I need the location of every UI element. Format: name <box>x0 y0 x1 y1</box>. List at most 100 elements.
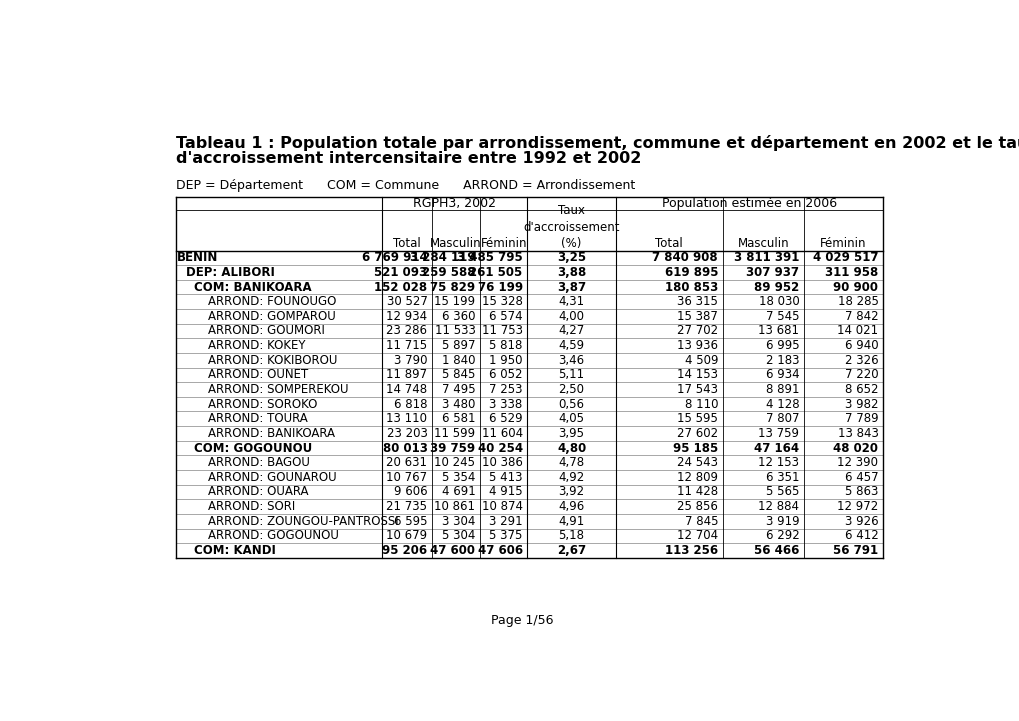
Text: 6 940: 6 940 <box>844 339 877 352</box>
Text: Total: Total <box>392 237 421 250</box>
Text: 3 790: 3 790 <box>393 354 427 367</box>
Text: 13 843: 13 843 <box>837 427 877 440</box>
Text: 36 315: 36 315 <box>677 295 717 309</box>
Text: 10 861: 10 861 <box>434 500 475 513</box>
Text: 8 891: 8 891 <box>765 383 799 396</box>
Text: 4 915: 4 915 <box>489 485 522 498</box>
Text: 11 533: 11 533 <box>434 324 475 337</box>
Text: 23 203: 23 203 <box>386 427 427 440</box>
Text: 14 748: 14 748 <box>386 383 427 396</box>
Text: 5,11: 5,11 <box>558 368 584 381</box>
Text: 10 679: 10 679 <box>386 529 427 542</box>
Text: 3 284 119: 3 284 119 <box>410 252 475 265</box>
Text: 6 412: 6 412 <box>844 529 877 542</box>
Text: Population estimée en 2006: Population estimée en 2006 <box>661 197 837 210</box>
Text: COM: KANDI: COM: KANDI <box>194 544 276 557</box>
Text: 18 030: 18 030 <box>758 295 799 309</box>
Text: RGPH3, 2002: RGPH3, 2002 <box>413 197 495 210</box>
Text: 5 863: 5 863 <box>845 485 877 498</box>
Text: 39 759: 39 759 <box>430 441 475 454</box>
Text: 7 845: 7 845 <box>684 515 717 528</box>
Text: 15 387: 15 387 <box>677 310 717 323</box>
Text: 12 390: 12 390 <box>837 456 877 469</box>
Text: 6 457: 6 457 <box>844 471 877 484</box>
Text: 14 153: 14 153 <box>677 368 717 381</box>
Text: 8 652: 8 652 <box>844 383 877 396</box>
Text: 3 485 795: 3 485 795 <box>457 252 522 265</box>
Text: Masculin: Masculin <box>737 237 789 250</box>
Text: 3 811 391: 3 811 391 <box>734 252 799 265</box>
Text: 5 565: 5 565 <box>765 485 799 498</box>
Text: 7 789: 7 789 <box>844 412 877 425</box>
Text: 3,88: 3,88 <box>556 266 586 279</box>
Text: ARROND: GOMPAROU: ARROND: GOMPAROU <box>208 310 335 323</box>
Text: 11 604: 11 604 <box>481 427 522 440</box>
Text: 6 351: 6 351 <box>765 471 799 484</box>
Text: 3,87: 3,87 <box>556 280 586 293</box>
Text: 4 029 517: 4 029 517 <box>812 252 877 265</box>
Text: 25 856: 25 856 <box>677 500 717 513</box>
Text: ARROND: BANIKOARA: ARROND: BANIKOARA <box>208 427 335 440</box>
Text: 4,31: 4,31 <box>558 295 584 309</box>
Text: 5 375: 5 375 <box>489 529 522 542</box>
Text: BENIN: BENIN <box>177 252 218 265</box>
Text: 11 715: 11 715 <box>386 339 427 352</box>
Text: ARROND: GOGOUNOU: ARROND: GOGOUNOU <box>208 529 338 542</box>
Text: 5 413: 5 413 <box>489 471 522 484</box>
Text: 56 466: 56 466 <box>753 544 799 557</box>
Text: 47 600: 47 600 <box>430 544 475 557</box>
Text: 4,80: 4,80 <box>556 441 586 454</box>
Text: 12 809: 12 809 <box>677 471 717 484</box>
Text: 10 386: 10 386 <box>481 456 522 469</box>
Text: ARROND: KOKEY: ARROND: KOKEY <box>208 339 306 352</box>
Text: 619 895: 619 895 <box>664 266 717 279</box>
Text: ARROND: KOKIBOROU: ARROND: KOKIBOROU <box>208 354 337 367</box>
Text: ARROND: GOUNAROU: ARROND: GOUNAROU <box>208 471 336 484</box>
Text: 5,18: 5,18 <box>558 529 584 542</box>
Text: 95 206: 95 206 <box>382 544 427 557</box>
Text: 75 829: 75 829 <box>430 280 475 293</box>
Text: 11 897: 11 897 <box>386 368 427 381</box>
Text: ARROND: SOMPEREKOU: ARROND: SOMPEREKOU <box>208 383 348 396</box>
Text: 9 606: 9 606 <box>393 485 427 498</box>
Text: 6 818: 6 818 <box>393 398 427 411</box>
Text: 11 428: 11 428 <box>677 485 717 498</box>
Text: Féminin: Féminin <box>819 237 866 250</box>
Text: 5 354: 5 354 <box>441 471 475 484</box>
Text: 521 093: 521 093 <box>374 266 427 279</box>
Text: 12 153: 12 153 <box>758 456 799 469</box>
Text: ARROND: OUNET: ARROND: OUNET <box>208 368 308 381</box>
Text: 23 286: 23 286 <box>386 324 427 337</box>
Text: 5 818: 5 818 <box>489 339 522 352</box>
Text: 13 110: 13 110 <box>386 412 427 425</box>
Text: 6 292: 6 292 <box>765 529 799 542</box>
Text: 90 900: 90 900 <box>833 280 877 293</box>
Text: 30 527: 30 527 <box>386 295 427 309</box>
Text: 80 013: 80 013 <box>382 441 427 454</box>
Text: 6 581: 6 581 <box>441 412 475 425</box>
Text: 261 505: 261 505 <box>469 266 522 279</box>
Text: 3 338: 3 338 <box>489 398 522 411</box>
Text: 113 256: 113 256 <box>664 544 717 557</box>
Text: 2 183: 2 183 <box>765 354 799 367</box>
Text: 15 199: 15 199 <box>434 295 475 309</box>
Text: 18 285: 18 285 <box>837 295 877 309</box>
Text: 8 110: 8 110 <box>684 398 717 411</box>
Text: 95 185: 95 185 <box>673 441 717 454</box>
Text: 3 480: 3 480 <box>441 398 475 411</box>
Text: 0,56: 0,56 <box>558 398 584 411</box>
Text: COM: BANIKOARA: COM: BANIKOARA <box>194 280 312 293</box>
Text: 13 681: 13 681 <box>758 324 799 337</box>
Text: Total: Total <box>655 237 683 250</box>
Text: DEP = Département      COM = Commune      ARROND = Arrondissement: DEP = Département COM = Commune ARROND =… <box>175 180 634 193</box>
Text: 48 020: 48 020 <box>833 441 877 454</box>
Text: 14 021: 14 021 <box>837 324 877 337</box>
Text: 7 495: 7 495 <box>441 383 475 396</box>
Text: 12 704: 12 704 <box>677 529 717 542</box>
Text: 12 884: 12 884 <box>758 500 799 513</box>
Text: 47 606: 47 606 <box>477 544 522 557</box>
Text: 152 028: 152 028 <box>374 280 427 293</box>
Text: 4 691: 4 691 <box>441 485 475 498</box>
Text: 27 702: 27 702 <box>677 324 717 337</box>
Text: ARROND: BAGOU: ARROND: BAGOU <box>208 456 310 469</box>
